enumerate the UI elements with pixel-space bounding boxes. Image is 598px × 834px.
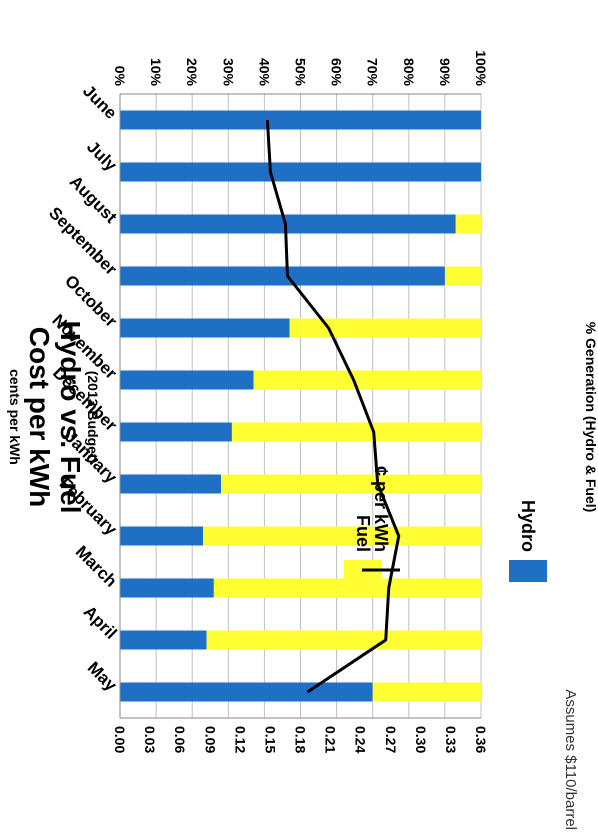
hydro-bar bbox=[120, 162, 481, 182]
fuel-bar bbox=[206, 630, 481, 650]
hydro-bar bbox=[119, 578, 214, 598]
percent-tick-label: 60% bbox=[329, 58, 345, 87]
hydro-bar bbox=[119, 214, 456, 234]
cents-tick-label: 0.12 bbox=[232, 726, 248, 753]
cost-per-kwh-line bbox=[265, 119, 401, 694]
hydro-bar bbox=[120, 526, 204, 546]
cents-tick-label: 0.09 bbox=[202, 726, 218, 753]
bars bbox=[119, 110, 481, 702]
hydro-bar bbox=[119, 474, 222, 494]
legend-label-fuel: Fuel bbox=[353, 515, 373, 552]
fuel-bar bbox=[213, 578, 481, 598]
cents-tick-label: 0.24 bbox=[353, 726, 369, 753]
percent-tick-label: 80% bbox=[401, 58, 417, 87]
fuel-bar bbox=[372, 682, 481, 702]
cents-tick-label: 0.36 bbox=[473, 726, 489, 753]
budget-note: (2013 Budget) bbox=[85, 371, 101, 464]
hydro-bar bbox=[120, 370, 254, 390]
percent-tick-label: 50% bbox=[293, 58, 309, 87]
cost-line bbox=[265, 119, 401, 694]
percent-tick-label: 40% bbox=[256, 58, 272, 87]
hydro-bar bbox=[120, 110, 481, 130]
hydro-bar bbox=[120, 266, 445, 286]
hydro-bar bbox=[120, 630, 207, 650]
cents-axis-title: cents per kWh bbox=[7, 369, 23, 465]
cents-tick-label: 0.27 bbox=[383, 726, 399, 753]
percent-tick-label: 100% bbox=[473, 50, 489, 86]
percent-tick-label: 0% bbox=[112, 66, 128, 87]
hydro-bar bbox=[120, 422, 232, 442]
percent-tick-label: 30% bbox=[220, 58, 236, 87]
cents-tick-label: 0.18 bbox=[293, 726, 309, 753]
fuel-bar bbox=[289, 318, 481, 338]
cents-tick-label: 0.03 bbox=[142, 726, 158, 753]
cents-tick-label: 0.00 bbox=[112, 726, 128, 753]
percent-axis-title: % Generation (Hydro & Fuel) bbox=[583, 322, 598, 513]
percent-tick-label: 70% bbox=[365, 58, 381, 87]
legend: Hydro Fuel ¢ per kWh bbox=[344, 466, 547, 582]
cents-tick-label: 0.33 bbox=[443, 726, 459, 753]
fuel-bar bbox=[203, 526, 481, 546]
chart-title: Cost per kWh bbox=[24, 327, 55, 507]
legend-label-hydro: Hydro bbox=[518, 500, 538, 552]
percent-tick-label: 90% bbox=[437, 58, 453, 87]
fuel-bar bbox=[444, 266, 481, 286]
fuel-bar bbox=[221, 474, 481, 494]
legend-swatch-hydro bbox=[509, 560, 547, 582]
fuel-bar bbox=[231, 422, 481, 442]
percent-tick-label: 20% bbox=[184, 58, 200, 87]
cents-tick-label: 0.06 bbox=[172, 726, 188, 753]
cents-tick-label: 0.30 bbox=[413, 726, 429, 753]
fuel-bar bbox=[455, 214, 481, 234]
cents-tick-label: 0.21 bbox=[323, 726, 339, 753]
hydro-bar bbox=[120, 682, 373, 702]
percent-tick-label: 10% bbox=[148, 58, 164, 87]
chart-subtitle: Hydro vs. Fuel bbox=[55, 321, 86, 514]
assumption-note: Assumes $110/barrel bbox=[562, 689, 579, 830]
hydro-bar bbox=[120, 318, 290, 338]
legend-label-cost: ¢ per kWh bbox=[371, 466, 391, 552]
cents-tick-label: 0.15 bbox=[262, 726, 278, 753]
fuel-bar bbox=[253, 370, 481, 390]
